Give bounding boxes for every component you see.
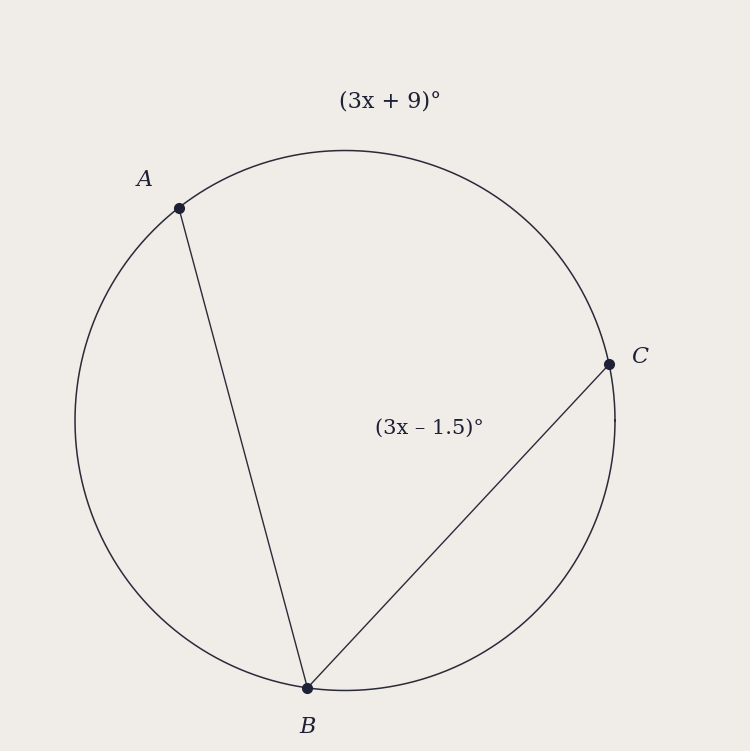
Text: (3x – 1.5)°: (3x – 1.5)° bbox=[375, 418, 484, 438]
Text: (3x + 9)°: (3x + 9)° bbox=[339, 91, 441, 113]
Text: B: B bbox=[299, 716, 316, 738]
Text: A: A bbox=[136, 169, 152, 192]
Text: C: C bbox=[632, 346, 649, 368]
